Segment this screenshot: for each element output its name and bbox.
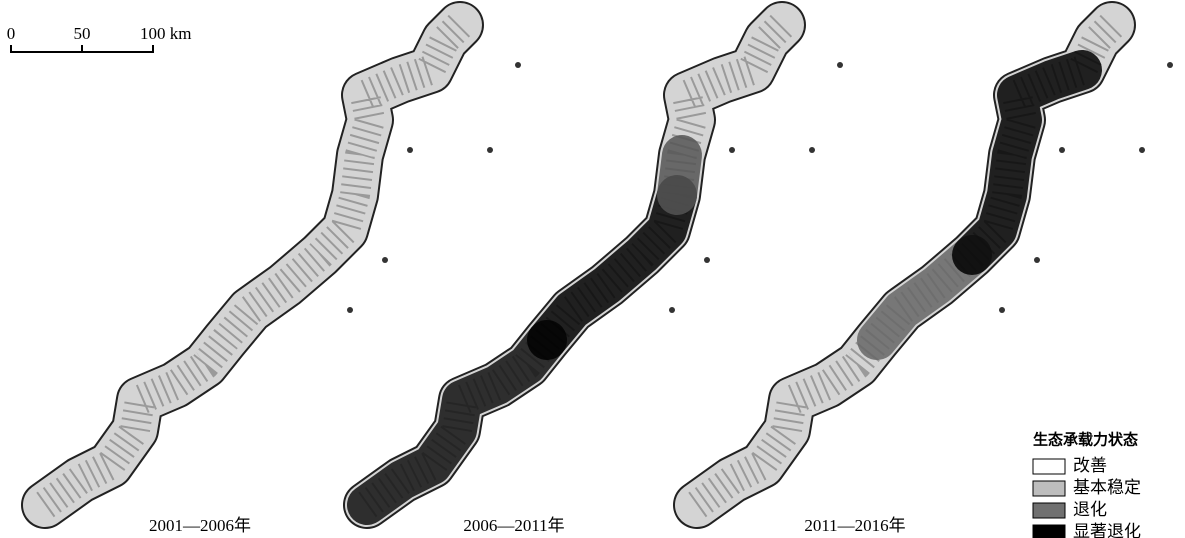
island: [515, 62, 521, 68]
scale-label: 100 km: [140, 24, 191, 43]
island: [837, 62, 843, 68]
island: [729, 147, 735, 153]
legend-label: 基本稳定: [1073, 478, 1141, 497]
scale-bar: 0 50 100 km: [7, 24, 192, 53]
degraded-area: [677, 155, 682, 195]
legend-label: 显著退化: [1073, 522, 1141, 538]
legend-swatch: [1033, 503, 1065, 518]
legend-label: 改善: [1073, 456, 1107, 475]
island: [1167, 62, 1173, 68]
panel-label: 2011—2016年: [804, 516, 905, 535]
panel-label: 2006—2011年: [463, 516, 564, 535]
regions: [45, 25, 1173, 505]
island: [347, 307, 353, 313]
island: [407, 147, 413, 153]
map-figure: 0 50 100 km 2001—2006年 2006—2011年 2011—2…: [0, 0, 1185, 538]
island: [382, 257, 388, 263]
island: [999, 307, 1005, 313]
island: [669, 307, 675, 313]
legend-title: 生态承载力状态: [1033, 431, 1138, 449]
legend-label: 退化: [1073, 500, 1107, 519]
panel-label: 2001—2006年: [149, 516, 251, 535]
legend-swatch: [1033, 459, 1065, 474]
legend-swatch: [1033, 525, 1065, 538]
island: [1034, 257, 1040, 263]
island: [1059, 147, 1065, 153]
island: [1139, 147, 1145, 153]
scale-label: 0: [7, 24, 16, 43]
island: [487, 147, 493, 153]
region: [367, 25, 782, 505]
legend-swatch: [1033, 481, 1065, 496]
degraded-area: [367, 340, 547, 505]
scale-label: 50: [74, 24, 91, 43]
region: [45, 25, 460, 505]
degraded-area: [547, 195, 677, 340]
island: [809, 147, 815, 153]
island: [704, 257, 710, 263]
